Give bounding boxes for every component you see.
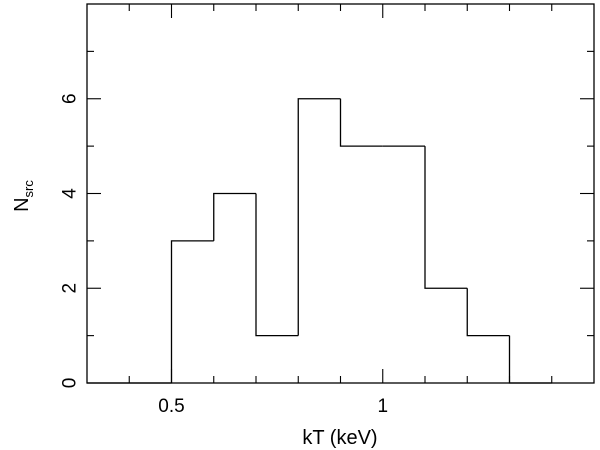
- histogram-bars: [87, 98, 552, 384]
- y-tick-label: 4: [60, 188, 81, 199]
- y-tick-labels: 0 2 4 6: [60, 93, 81, 388]
- y-tick-label: 2: [60, 283, 81, 294]
- y-axis-label-subscript: src: [21, 180, 36, 198]
- axis-ticks: [87, 4, 594, 383]
- x-tick-label: 1: [377, 396, 388, 417]
- histogram-bin: [297, 98, 341, 336]
- plot-frame: [86, 3, 595, 384]
- histogram-bin: [170, 240, 214, 383]
- histogram-bin: [213, 192, 256, 241]
- y-tick-label: 6: [60, 93, 81, 104]
- histogram-bin: [508, 335, 552, 384]
- histogram-bin: [255, 193, 299, 337]
- histogram-bin: [466, 288, 510, 337]
- y-tick-label: 0: [60, 378, 81, 389]
- svg-text:Nsrc: Nsrc: [11, 180, 36, 212]
- histogram-bin: [339, 98, 383, 147]
- histogram-bin: [424, 146, 468, 289]
- y-axis-label: Nsrc: [11, 180, 36, 212]
- x-tick-labels: 0.5 1: [158, 396, 388, 417]
- y-axis-label-main: N: [11, 197, 33, 211]
- x-tick-label: 0.5: [158, 396, 184, 417]
- x-axis-label: kT (keV): [302, 427, 377, 449]
